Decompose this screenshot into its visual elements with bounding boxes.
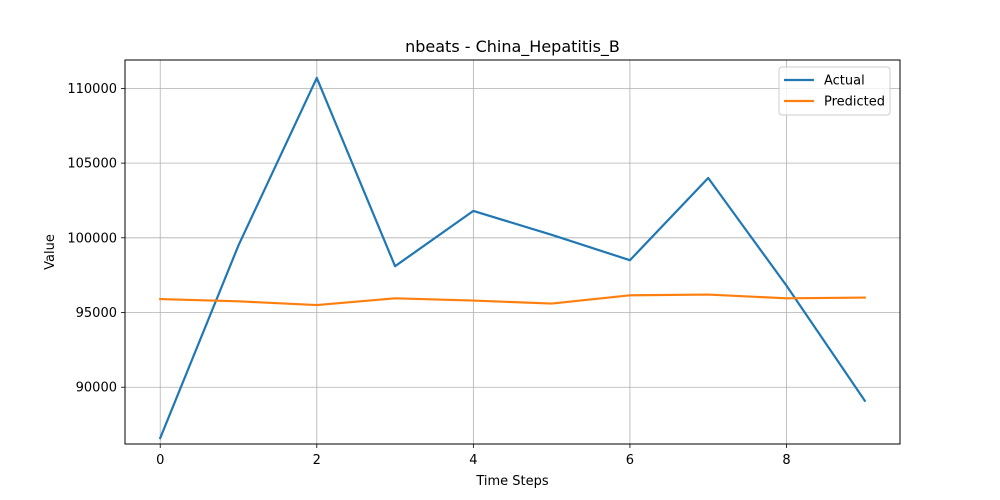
legend: Actual Predicted xyxy=(778,66,891,116)
x-tick-label: 4 xyxy=(469,453,477,468)
x-tick-label: 2 xyxy=(313,453,321,468)
grid xyxy=(125,60,900,444)
y-axis-label: Value xyxy=(43,234,58,270)
y-tick-label: 110000 xyxy=(67,82,117,97)
series-line-actual xyxy=(158,76,867,440)
chart-title: nbeats - China_Hepatitis_B xyxy=(405,37,620,57)
x-tick-label: 6 xyxy=(626,453,634,468)
plot-frame xyxy=(124,59,901,445)
x-axis-label: Time Steps xyxy=(475,474,549,489)
y-tick-label: 105000 xyxy=(67,157,117,172)
legend-label-predicted: Predicted xyxy=(824,95,885,110)
x-tick-label: 8 xyxy=(782,453,790,468)
y-tick-label: 95000 xyxy=(76,306,117,321)
x-tick-label: 0 xyxy=(156,453,164,468)
y-tick-label: 90000 xyxy=(76,381,117,396)
y-tick-label: 100000 xyxy=(67,231,117,246)
ticks: 0 2 4 6 8 90000 95000 100000 105000 110000 xyxy=(67,82,790,468)
legend-label-actual: Actual xyxy=(824,74,865,89)
series-line-predicted xyxy=(159,293,866,307)
series-layer xyxy=(158,76,867,440)
